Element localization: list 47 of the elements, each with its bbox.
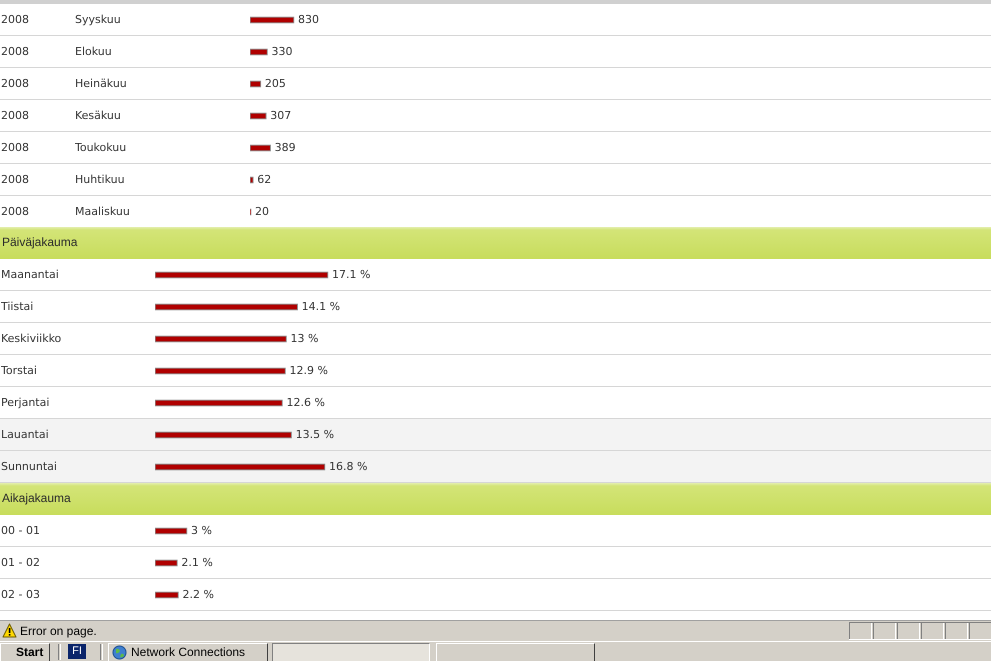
y-tick-label: 01 - 02: [1, 556, 40, 569]
data-label: 307: [270, 108, 292, 122]
text: 2008: [1, 108, 29, 122]
text: 2008: [1, 76, 29, 90]
y-tick-label: 00 - 01: [1, 524, 40, 537]
text: Error on page.: [20, 624, 97, 638]
data-label: 205: [264, 76, 286, 90]
y-tick-label: Syyskuu: [75, 12, 121, 26]
data-label: 14.1 %: [302, 300, 340, 313]
data-label: 830: [298, 12, 319, 26]
y-tick-label: Torstai: [0, 364, 37, 377]
y-tick-label: Keskiviikko: [1, 332, 62, 345]
text: 2008: [1, 12, 29, 26]
language-box: FI: [68, 644, 86, 659]
data-label: 17.1 %: [332, 268, 370, 281]
data-label: 12.9 %: [290, 364, 328, 377]
taskbar-button: Network Connections: [108, 643, 268, 661]
data-label: 2.2 %: [182, 588, 214, 601]
text: 2008: [1, 204, 29, 218]
data-label: 12.6 %: [286, 396, 325, 409]
y-tick-label: Tiistai: [0, 300, 34, 313]
data-label: 389: [274, 140, 296, 154]
y-tick-label: Sunnuntai: [1, 460, 57, 473]
data-label: 62: [257, 172, 272, 186]
y-tick-label: 02 - 03: [1, 588, 40, 601]
data-label: 330: [271, 44, 292, 58]
text: 2008: [1, 44, 29, 58]
y-tick-label: Perjantai: [1, 396, 50, 409]
text: 2008: [1, 140, 29, 154]
y-tick-label: Lauantai: [1, 428, 49, 441]
data-label: 16.8 %: [328, 460, 368, 473]
text: Aikajakauma: [0, 483, 991, 515]
start-button: Start: [0, 643, 50, 661]
y-tick-label: Toukokuu: [74, 140, 126, 154]
y-tick-label: Heinäkuu: [75, 76, 127, 90]
data-label: 13.5 %: [296, 428, 334, 441]
y-tick-label: Kesäkuu: [75, 108, 121, 122]
data-label: 20: [255, 204, 270, 218]
y-tick-label: Elokuu: [75, 44, 112, 58]
data-label: 2.1 %: [181, 556, 213, 569]
data-label: 3 %: [191, 524, 212, 537]
y-tick-label: Huhtikuu: [75, 172, 125, 186]
text: Päiväjakauma: [0, 227, 991, 259]
data-label: 13 %: [290, 332, 318, 345]
y-tick-label: Maaliskuu: [75, 204, 130, 218]
text: 2008: [1, 172, 29, 186]
y-tick-label: Maanantai: [1, 268, 59, 281]
